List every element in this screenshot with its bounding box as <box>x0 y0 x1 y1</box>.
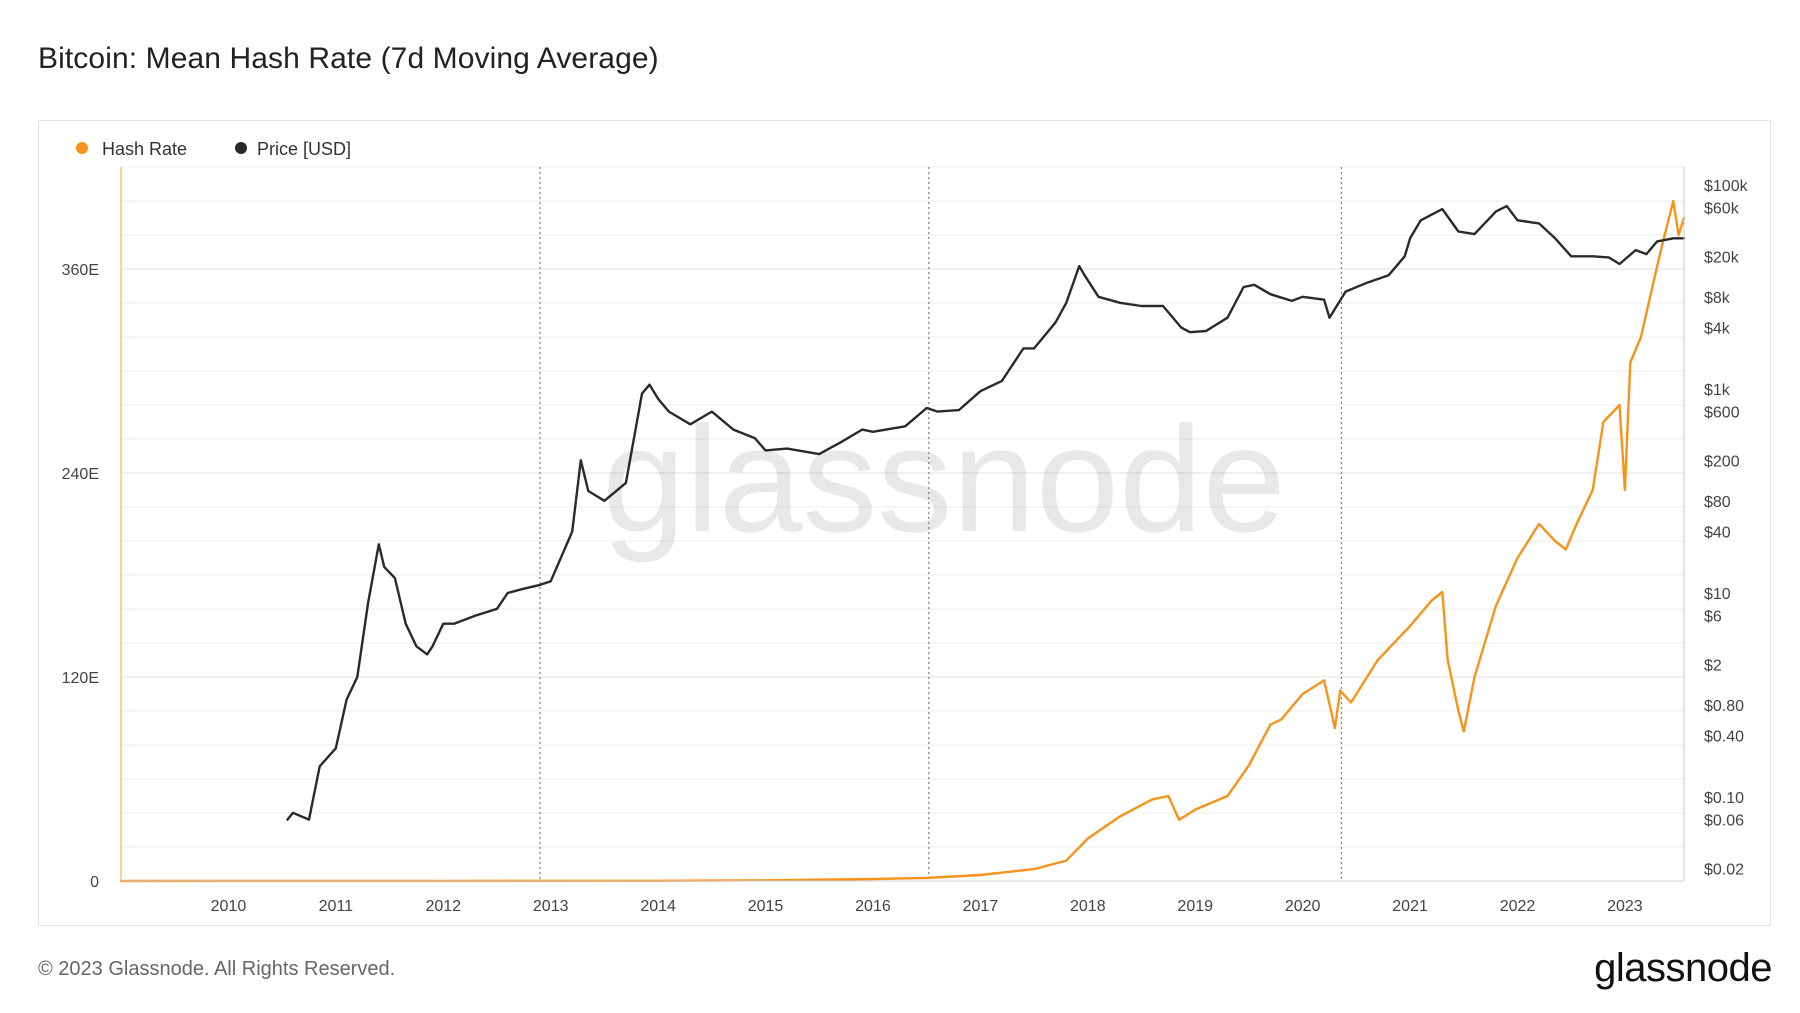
price-series <box>286 204 1686 821</box>
y-right-tick-label: $40 <box>1704 525 1731 542</box>
y-right-tick-label: $10 <box>1704 586 1731 603</box>
x-tick-label: 2018 <box>1070 898 1106 915</box>
y-right-tick-label: $80 <box>1704 494 1731 511</box>
x-tick-label: 2010 <box>211 898 247 915</box>
x-tick-label: 2020 <box>1285 898 1321 915</box>
y-left-tick-label: 120E <box>62 670 99 687</box>
axes: 0 120E 240E 360E $100k $60k $20k $8k $4k $1k $600 $… <box>62 167 1749 915</box>
y-right-tick-label: $0.80 <box>1704 698 1744 715</box>
y-right-tick-label: $0.10 <box>1704 790 1744 807</box>
copyright-text: © 2023 Glassnode. All Rights Reserved. <box>38 958 396 980</box>
legend: Hash Rate Price [USD] <box>76 139 351 159</box>
y-right-tick-label: $0.40 <box>1704 729 1744 746</box>
x-tick-label: 2022 <box>1500 898 1536 915</box>
legend-item-hash-rate[interactable]: Hash Rate <box>76 139 187 159</box>
legend-label-hash-rate: Hash Rate <box>102 139 187 159</box>
legend-dot-hash-rate <box>76 142 88 154</box>
hash-rate-series <box>119 199 1686 883</box>
y-left-tick-label: 240E <box>62 466 99 483</box>
legend-label-price: Price [USD] <box>257 139 351 159</box>
hash-rate-line <box>119 199 1686 883</box>
x-tick-label: 2019 <box>1177 898 1213 915</box>
y-right-tick-label: $60k <box>1704 201 1740 218</box>
y-right-tick-label: $100k <box>1704 178 1749 195</box>
x-tick-label: 2014 <box>640 898 676 915</box>
chart-svg: glassnode 0 120E 240E 360E $100k $60k $20k $8k $… <box>62 139 1749 915</box>
x-tick-label: 2012 <box>425 898 461 915</box>
y-right-tick-label: $0.06 <box>1704 813 1744 830</box>
y-right-tick-label: $200 <box>1704 453 1740 470</box>
y-right-tick-label: $4k <box>1704 321 1731 338</box>
x-tick-label: 2013 <box>533 898 569 915</box>
chart-title: Bitcoin: Mean Hash Rate (7d Moving Avera… <box>38 42 659 75</box>
x-tick-label: 2021 <box>1392 898 1428 915</box>
x-tick-label: 2017 <box>963 898 999 915</box>
y-right-tick-label: $8k <box>1704 290 1731 307</box>
x-tick-label: 2016 <box>855 898 891 915</box>
x-tick-label: 2011 <box>319 898 354 915</box>
y-left-tick-label: 0 <box>90 874 99 891</box>
y-right-tick-label: $20k <box>1704 249 1740 266</box>
price-line <box>286 204 1686 821</box>
y-right-tick-label: $0.02 <box>1704 861 1744 878</box>
x-tick-label: 2015 <box>748 898 784 915</box>
y-right-tick-label: $2 <box>1704 657 1722 674</box>
y-left-tick-label: 360E <box>62 262 99 279</box>
chart-frame: glassnode 0 120E 240E 360E $100k $60k $20k $8k $… <box>38 120 1771 926</box>
legend-item-price[interactable]: Price [USD] <box>235 139 351 159</box>
legend-dot-price <box>235 142 247 154</box>
x-tick-label: 2023 <box>1607 898 1643 915</box>
y-right-tick-label: $1k <box>1704 382 1731 399</box>
watermark: glassnode <box>602 395 1286 563</box>
glassnode-logo[interactable]: glassnode <box>1594 946 1772 990</box>
y-right-tick-label: $6 <box>1704 609 1722 626</box>
halving-lines <box>539 167 1342 881</box>
y-right-tick-label: $600 <box>1704 405 1740 422</box>
